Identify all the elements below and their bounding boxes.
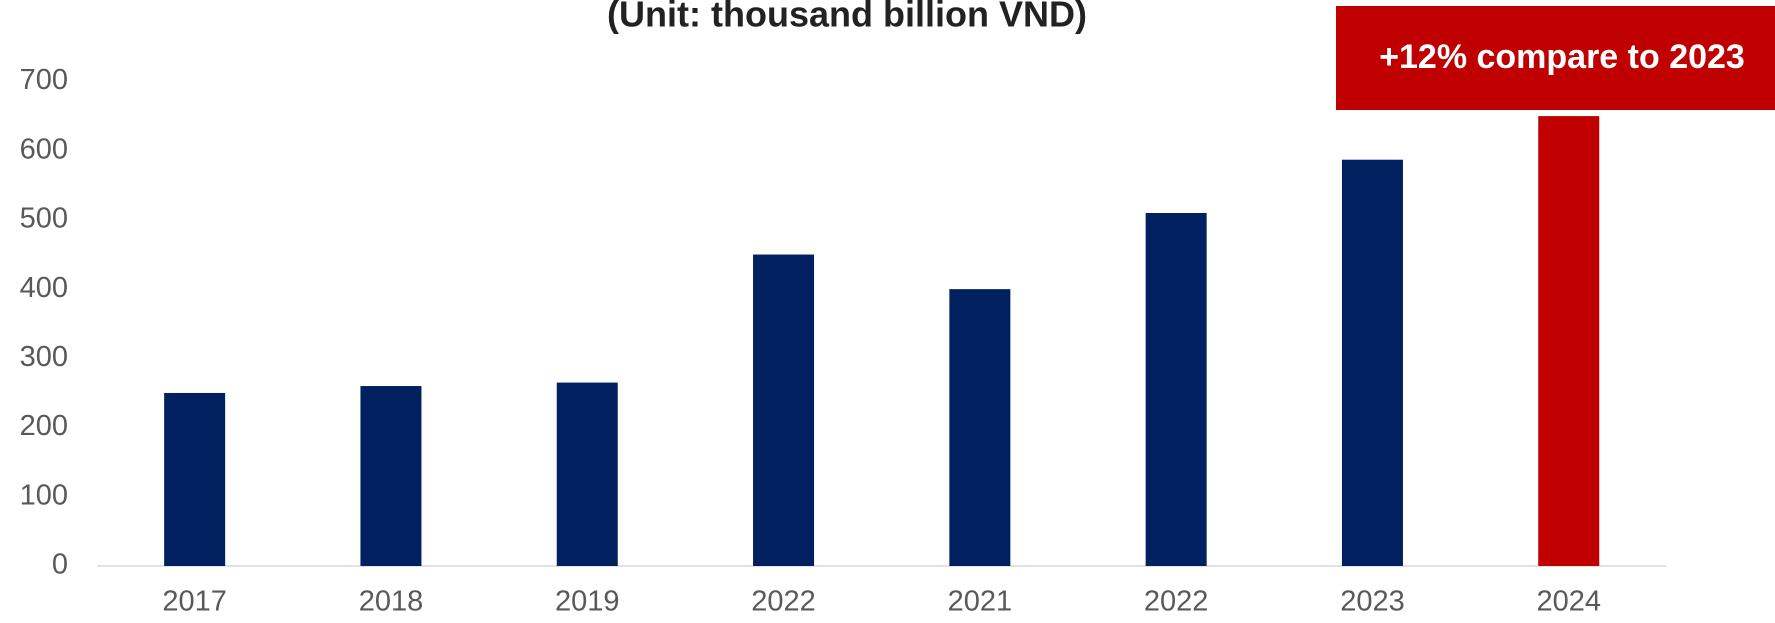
x-tick-label: 2019: [555, 586, 620, 618]
x-tick-label: 2017: [162, 586, 227, 618]
bar: [164, 392, 226, 566]
y-tick-label: 600: [20, 133, 68, 165]
bar: [556, 382, 618, 566]
y-tick-label: 300: [20, 341, 68, 373]
x-tick-label: 2022: [1144, 586, 1209, 618]
annotation: +12% compare to 2023: [1379, 38, 1745, 76]
y-tick-label: 500: [20, 203, 68, 235]
y-tick-label: 200: [20, 410, 68, 442]
x-tick-label: 2022: [751, 586, 816, 618]
annotation-box: [1336, 6, 1775, 110]
bar: [1145, 213, 1207, 566]
x-tick-label: 2021: [948, 586, 1013, 618]
y-tick-label: 100: [20, 479, 68, 511]
y-tick-label: 700: [20, 64, 68, 96]
bar: [1538, 116, 1600, 566]
chart-title: (Unit: thousand billion VND): [607, 0, 1087, 35]
y-tick-label: 400: [20, 272, 68, 304]
bar: [753, 254, 815, 567]
y-tick-label: 0: [52, 549, 68, 581]
bar: [360, 386, 422, 566]
bar: [1341, 159, 1403, 566]
bar: [949, 289, 1011, 566]
x-tick-label: 2023: [1340, 586, 1405, 618]
x-tick-label: 2018: [359, 586, 424, 618]
x-tick-label: 2024: [1536, 586, 1601, 618]
